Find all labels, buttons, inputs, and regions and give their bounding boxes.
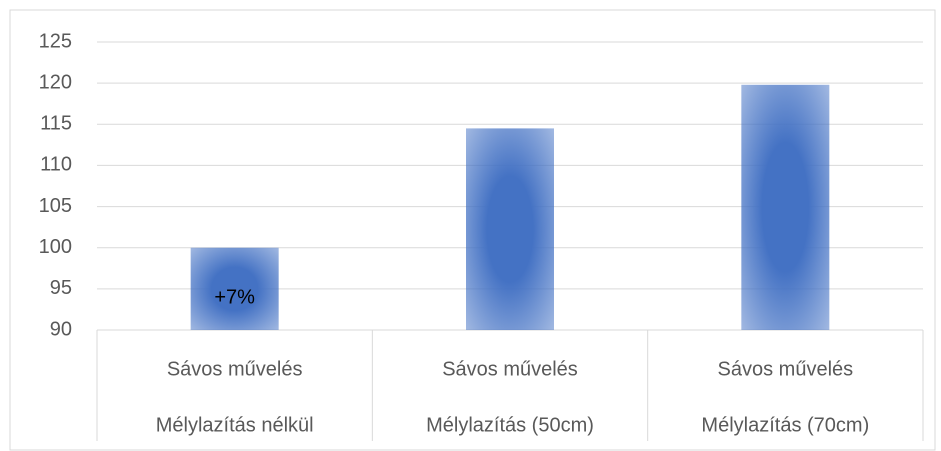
x-tick-label: Sávos művelés: [167, 358, 303, 380]
y-tick-label: 105: [39, 195, 72, 217]
x-tick-label: Sávos művelés: [718, 358, 854, 380]
y-tick-label: 100: [39, 236, 72, 258]
bar: [466, 128, 554, 330]
annotation: +7%: [214, 286, 255, 308]
y-tick-label: 120: [39, 71, 72, 93]
y-tick-label: 90: [50, 318, 72, 340]
bar: [741, 84, 830, 330]
bar: [190, 247, 279, 330]
x-tick-label: Mélylazítás (70cm): [701, 414, 869, 436]
x-tick-label: Mélylazítás (50cm): [426, 414, 594, 436]
chart-frame: [9, 9, 936, 451]
x-tick-label: Mélylazítás nélkül: [156, 414, 314, 436]
y-tick-label: 95: [50, 277, 72, 299]
y-tick-label: 115: [40, 113, 72, 135]
y-tick-label: 110: [40, 154, 72, 176]
y-tick-label: 125: [39, 30, 72, 52]
x-tick-label: Sávos művelés: [442, 358, 578, 380]
